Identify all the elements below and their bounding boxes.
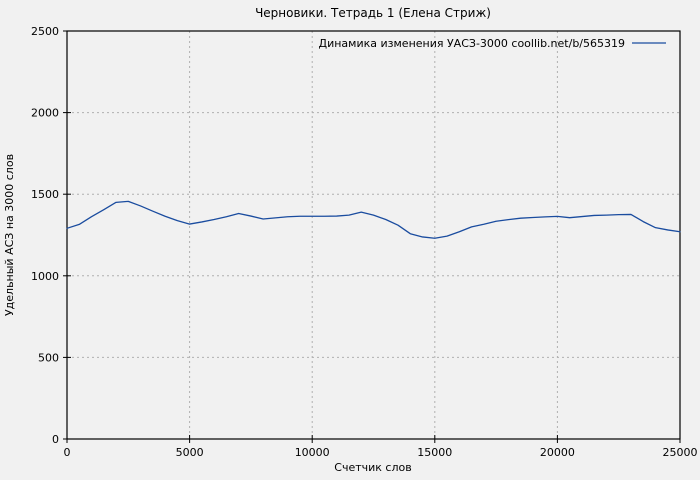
- y-tick-label: 1000: [31, 270, 59, 283]
- x-tick-label: 20000: [540, 446, 575, 459]
- x-tick-label: 10000: [295, 446, 330, 459]
- x-tick-label: 25000: [663, 446, 698, 459]
- x-tick-label: 5000: [176, 446, 204, 459]
- y-tick-label: 2500: [31, 25, 59, 38]
- y-tick-label: 500: [38, 351, 59, 364]
- data-line: [66, 200, 681, 239]
- plot-border: [66, 30, 681, 440]
- legend: Динамика изменения УАСЗ-3000 coollib.net…: [319, 37, 666, 50]
- y-axis-label: Удельный АСЗ на 3000 слов: [3, 154, 16, 316]
- x-tick-label: 0: [64, 446, 71, 459]
- chart-title: Черновики. Тетрадь 1 (Елена Стриж): [255, 6, 491, 20]
- y-tick-label: 1500: [31, 188, 59, 201]
- y-tick-label: 2000: [31, 107, 59, 120]
- x-tick-label: 15000: [417, 446, 452, 459]
- x-axis-label: Счетчик слов: [334, 461, 411, 474]
- y-tick-label: 0: [52, 433, 59, 446]
- legend-label: Динамика изменения УАСЗ-3000 coollib.net…: [319, 37, 626, 50]
- axis-layer: 0 5000 10000 15000 20000 25000 0 500 1000 1500 200…: [31, 25, 698, 459]
- grid-layer: [67, 30, 681, 439]
